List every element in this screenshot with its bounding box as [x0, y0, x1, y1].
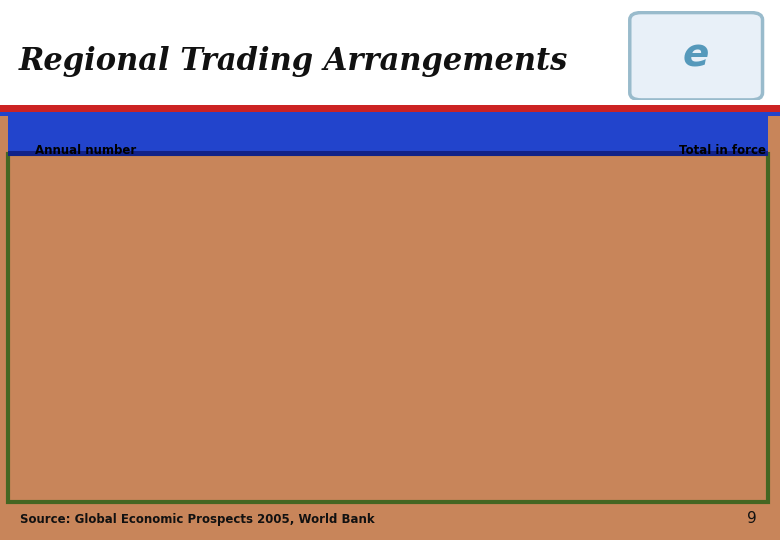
- Bar: [460, 456, 469, 478]
- Bar: [131, 467, 140, 478]
- Text: 229: 229: [651, 218, 675, 231]
- Bar: [612, 178, 621, 296]
- Bar: [422, 446, 431, 467]
- Text: Total in force: Total in force: [679, 144, 766, 157]
- Bar: [422, 467, 431, 478]
- Bar: [460, 446, 469, 456]
- Bar: [612, 296, 621, 478]
- Bar: [561, 296, 570, 478]
- Bar: [334, 446, 342, 478]
- Text: e: e: [683, 36, 709, 75]
- Bar: [119, 467, 128, 478]
- Bar: [636, 296, 646, 371]
- Bar: [410, 467, 418, 478]
- Bar: [232, 467, 242, 478]
- Bar: [662, 424, 671, 478]
- Bar: [397, 467, 406, 478]
- Bar: [434, 456, 444, 467]
- Bar: [573, 253, 583, 478]
- Bar: [308, 392, 317, 414]
- Bar: [561, 253, 570, 296]
- FancyBboxPatch shape: [629, 12, 763, 100]
- Bar: [308, 414, 317, 478]
- Bar: [447, 456, 456, 467]
- Bar: [371, 456, 381, 467]
- Bar: [346, 456, 355, 478]
- Bar: [510, 307, 519, 339]
- Text: 9: 9: [747, 511, 757, 526]
- Bar: [157, 467, 165, 478]
- Bar: [296, 467, 305, 478]
- Text: Notified to WTO: Notified to WTO: [108, 359, 249, 463]
- Bar: [548, 339, 558, 478]
- Bar: [498, 414, 507, 478]
- Text: Source: Global Economic Prospects 2005, World Bank: Source: Global Economic Prospects 2005, …: [20, 512, 374, 526]
- Bar: [675, 403, 684, 435]
- Bar: [245, 456, 254, 478]
- Bar: [271, 467, 279, 478]
- Bar: [523, 328, 532, 478]
- Bar: [207, 467, 216, 478]
- Bar: [649, 360, 658, 478]
- Bar: [182, 467, 191, 478]
- Bar: [447, 467, 456, 478]
- Bar: [599, 285, 608, 318]
- Bar: [485, 467, 495, 478]
- Bar: [359, 456, 368, 467]
- Bar: [586, 307, 595, 349]
- Bar: [586, 349, 595, 478]
- Bar: [194, 467, 204, 478]
- Bar: [384, 467, 393, 478]
- Bar: [548, 264, 558, 339]
- Bar: [434, 467, 444, 478]
- Bar: [599, 318, 608, 478]
- Bar: [473, 467, 481, 478]
- Bar: [498, 381, 507, 414]
- Bar: [636, 371, 646, 478]
- Bar: [321, 435, 330, 456]
- Bar: [675, 435, 684, 478]
- Text: Not Notified to WTO: Not Notified to WTO: [218, 308, 352, 429]
- Bar: [573, 242, 583, 253]
- Bar: [371, 467, 381, 478]
- Text: … Particularly in the Last Decade: … Particularly in the Last Decade: [167, 121, 609, 145]
- Bar: [144, 467, 153, 478]
- Bar: [536, 339, 544, 371]
- Bar: [283, 467, 292, 478]
- Bar: [359, 467, 368, 478]
- Text: Regional Trading Arrangements: Regional Trading Arrangements: [19, 46, 568, 77]
- Bar: [510, 339, 519, 478]
- Bar: [624, 349, 633, 478]
- Bar: [649, 296, 658, 360]
- Bar: [94, 456, 102, 467]
- Bar: [169, 467, 179, 478]
- Bar: [94, 467, 102, 478]
- Text: Cumulative in force (right axis): Cumulative in force (right axis): [275, 252, 493, 414]
- Bar: [523, 296, 532, 328]
- Bar: [536, 371, 544, 478]
- Bar: [662, 403, 671, 424]
- Bar: [473, 456, 481, 467]
- Bar: [220, 467, 229, 478]
- Bar: [257, 467, 267, 478]
- Bar: [321, 456, 330, 478]
- Bar: [106, 467, 115, 478]
- Text: Annual number: Annual number: [35, 144, 136, 157]
- Bar: [624, 285, 633, 349]
